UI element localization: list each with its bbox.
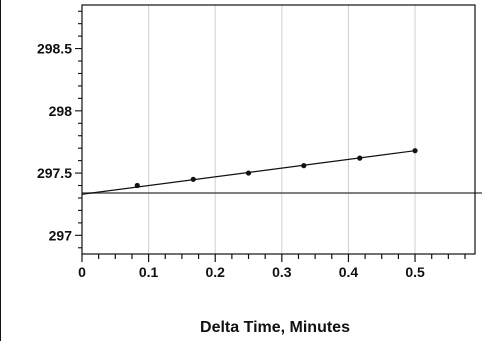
y-tick-label-3: 298.5 [37, 41, 72, 57]
x-tick-label-1: 0.1 [139, 264, 159, 280]
data-point-4 [357, 155, 363, 161]
x-tick-label-3: 0.3 [272, 264, 292, 280]
points-layer [134, 148, 418, 189]
y-tick-label-2: 298 [49, 103, 73, 119]
x-tick-label-2: 0.2 [205, 264, 225, 280]
y-tick-label-0: 297 [49, 227, 73, 243]
window-left-border [0, 0, 1, 341]
x-axis-title: Delta Time, Minutes [200, 319, 350, 336]
data-point-2 [245, 170, 252, 176]
data-point-1 [190, 176, 196, 182]
data-point-0 [134, 182, 140, 189]
x-tick-label-0: 0 [78, 264, 86, 280]
y-tick-layer: 297 297.5 298 298.5 [37, 10, 82, 249]
y-tick-label-1: 297.5 [37, 165, 72, 181]
x-tick-layer: 0 0.1 0.2 0.3 0.4 0.5 [78, 254, 466, 280]
plot-frame [81, 4, 476, 255]
x-tick-label-5: 0.5 [405, 264, 425, 280]
data-point-3 [301, 163, 307, 169]
data-point-5 [412, 148, 418, 154]
x-tick-label-4: 0.4 [339, 264, 359, 280]
grid-layer [148, 5, 416, 254]
